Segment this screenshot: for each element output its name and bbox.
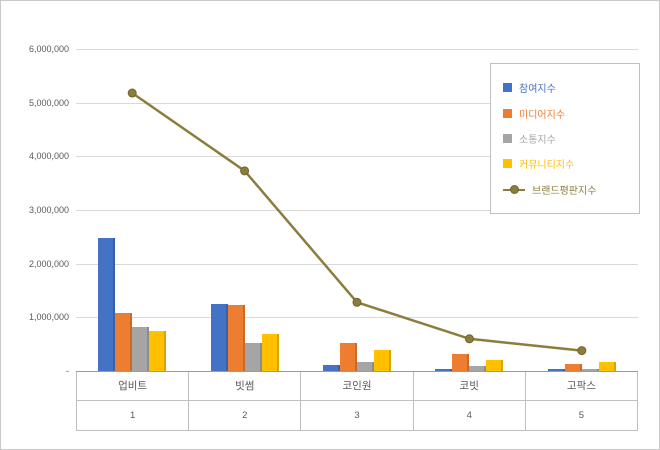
legend-line-marker-icon [503, 185, 525, 194]
category-names-row: 업비트 빗썸 코인원 코빗 고팍스 [76, 372, 639, 401]
legend-label: 참여지수 [519, 84, 556, 96]
bar-series1-cat3 [452, 353, 470, 371]
bar-series3-cat3 [486, 360, 504, 371]
gridline [76, 49, 638, 50]
legend-item: 커뮤니티지수 [503, 156, 627, 171]
category-label: 고팍스 [525, 372, 639, 401]
bar-series0-cat1 [210, 304, 228, 371]
gridline [76, 317, 638, 319]
y-axis: - 1,000,000 2,000,000 3,000,000 4,000,000 5,0… [1, 1, 71, 449]
y-tick-label: 2,000,000 [28, 258, 69, 269]
legend-item: 참여지수 [503, 80, 627, 95]
bar-series2-cat2 [357, 361, 374, 371]
category-label: 업비트 [76, 372, 190, 401]
bar-series2-cat3 [469, 365, 487, 371]
legend-swatch-icon [503, 108, 512, 118]
bar-series1-cat0 [115, 313, 133, 371]
category-label: 코인원 [301, 372, 414, 401]
bar-series0-cat4 [547, 368, 565, 371]
gridline [76, 263, 638, 265]
legend-label: 소통지수 [519, 134, 556, 146]
legend-label: 미디어지수 [519, 109, 565, 121]
category-label: 빗썸 [189, 372, 302, 401]
y-tick-label: 5,000,000 [28, 97, 69, 108]
bar-series2-cat4 [581, 368, 599, 371]
y-tick-label: 3,000,000 [28, 205, 69, 215]
y-tick-label: 4,000,000 [28, 151, 69, 162]
legend-item: 브랜드평판지수 [503, 182, 627, 197]
bar-series3-cat2 [374, 349, 391, 371]
y-tick-label: 1,000,000 [28, 312, 69, 323]
bar-series2-cat1 [244, 343, 262, 371]
category-rank: 1 [76, 401, 190, 431]
category-rank: 2 [189, 401, 302, 431]
category-rank: 4 [413, 401, 526, 431]
bar-series0-cat0 [98, 238, 116, 371]
legend-swatch-icon [503, 159, 512, 169]
bar-series0-cat2 [323, 364, 340, 371]
bar-series3-cat0 [149, 331, 167, 371]
category-label: 코빗 [413, 372, 526, 401]
bar-series0-cat3 [435, 368, 453, 371]
bar-series2-cat0 [132, 326, 150, 371]
legend-swatch-icon [503, 83, 512, 93]
category-rank: 5 [525, 401, 639, 431]
legend-label: 커뮤니티지수 [519, 160, 575, 172]
category-rank: 3 [301, 401, 414, 431]
bar-series1-cat4 [564, 364, 582, 371]
bar-series3-cat4 [598, 361, 616, 371]
legend-swatch-icon [503, 133, 512, 143]
bar-series1-cat2 [340, 342, 357, 371]
legend-item: 미디어지수 [503, 106, 627, 121]
legend-label: 브랜드평판지수 [532, 185, 597, 197]
y-tick-label: - [66, 366, 69, 376]
y-tick-label: 6,000,000 [28, 44, 69, 54]
bar-series3-cat1 [261, 333, 279, 371]
bar-series1-cat1 [227, 304, 245, 371]
legend-item: 소통지수 [503, 131, 627, 146]
